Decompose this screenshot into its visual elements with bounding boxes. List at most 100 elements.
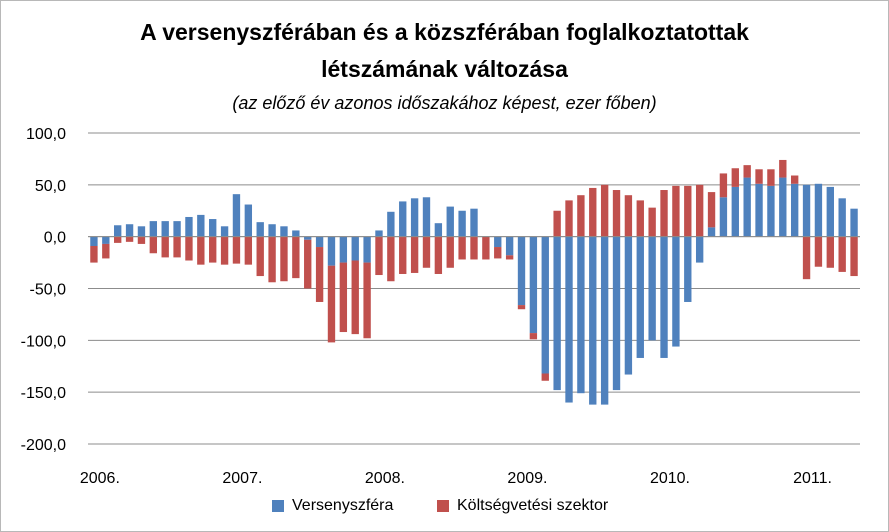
bar-koltsegvetesi-szektor [802, 236, 811, 280]
bar-versenyszfera [636, 236, 644, 358]
bar-versenyszfera [209, 219, 217, 237]
legend-swatch-versenyszfera [272, 500, 284, 512]
bar-versenyszfera [149, 221, 158, 237]
bar-versenyszfera [494, 236, 502, 248]
bar-koltsegvetesi-szektor [363, 262, 371, 339]
bar-koltsegvetesi-szektor [600, 184, 609, 237]
bar-versenyszfera [351, 236, 359, 261]
bar-koltsegvetesi-szektor [292, 236, 300, 279]
y-tick-label: -200,0 [21, 437, 66, 454]
bar-koltsegvetesi-szektor [624, 195, 633, 237]
bar-koltsegvetesi-szektor [375, 236, 383, 276]
x-tick-label: 2007. [222, 470, 262, 487]
bar-koltsegvetesi-szektor [517, 305, 526, 310]
bar-versenyszfera [707, 227, 716, 237]
bar-versenyszfera [505, 236, 514, 256]
bar-koltsegvetesi-szektor [197, 236, 205, 265]
x-tick-label: 2006. [80, 470, 120, 487]
bar-koltsegvetesi-szektor [339, 262, 348, 333]
bar-versenyszfera [838, 198, 846, 237]
bar-koltsegvetesi-szektor [422, 236, 431, 268]
bar-versenyszfera [672, 236, 680, 347]
legend-label-versenyszfera: Versenyszféra [292, 497, 394, 514]
bar-versenyszfera [292, 230, 300, 237]
bar-versenyszfera [244, 204, 253, 237]
chart-subtitle: (az előző év azonos időszakához képest, … [232, 93, 657, 113]
bar-versenyszfera [102, 236, 110, 244]
bar-versenyszfera [232, 194, 241, 237]
bar-versenyszfera [648, 236, 656, 341]
bar-versenyszfera [90, 236, 98, 246]
bar-versenyszfera [327, 236, 336, 266]
bar-versenyszfera [446, 206, 454, 237]
bar-versenyszfera [387, 211, 395, 237]
bar-koltsegvetesi-szektor [612, 190, 621, 237]
bar-versenyszfera [185, 216, 193, 237]
bar-versenyszfera [767, 185, 775, 237]
chart-title-line-2: létszámának változása [321, 56, 568, 82]
bar-versenyszfera [779, 177, 787, 237]
bar-koltsegvetesi-szektor [755, 169, 763, 184]
bar-versenyszfera [541, 236, 549, 374]
bar-koltsegvetesi-szektor [268, 236, 276, 283]
bar-koltsegvetesi-szektor [505, 255, 514, 260]
bar-koltsegvetesi-szektor [387, 236, 395, 282]
bar-versenyszfera [173, 221, 181, 237]
bar-koltsegvetesi-szektor [529, 333, 538, 340]
bar-versenyszfera [280, 226, 288, 237]
bar-versenyszfera [731, 186, 739, 237]
bar-koltsegvetesi-szektor [684, 185, 692, 237]
bar-koltsegvetesi-szektor [244, 236, 253, 265]
bar-koltsegvetesi-szektor [470, 236, 478, 260]
bar-koltsegvetesi-szektor [790, 175, 799, 184]
bar-versenyszfera [850, 208, 858, 237]
bar-koltsegvetesi-szektor [565, 200, 573, 237]
legend-item-koltsegvetesi-szektor: Költségvetési szektor [437, 497, 608, 515]
bar-versenyszfera [114, 225, 122, 237]
bar-versenyszfera [339, 236, 348, 263]
bar-versenyszfera [125, 224, 134, 237]
y-tick-label: 0,0 [44, 230, 66, 247]
bar-koltsegvetesi-szektor [482, 236, 490, 260]
bar-versenyszfera [529, 236, 538, 334]
bar-koltsegvetesi-szektor [719, 173, 728, 198]
bar-koltsegvetesi-szektor [125, 236, 134, 242]
bar-versenyszfera [743, 177, 751, 237]
bar-versenyszfera [719, 197, 728, 237]
bar-versenyszfera [826, 186, 834, 237]
bar-versenyszfera [755, 183, 763, 237]
bar-koltsegvetesi-szektor [695, 184, 704, 237]
bar-versenyszfera [197, 214, 205, 237]
bar-versenyszfera [565, 236, 573, 403]
bar-koltsegvetesi-szektor [434, 236, 443, 274]
bar-koltsegvetesi-szektor [137, 236, 146, 244]
bar-koltsegvetesi-szektor [850, 236, 858, 277]
bar-koltsegvetesi-szektor [161, 236, 169, 258]
y-tick-label: -150,0 [21, 385, 66, 402]
bar-koltsegvetesi-szektor [315, 247, 324, 302]
y-tick-label: 50,0 [35, 178, 66, 195]
bar-koltsegvetesi-szektor [541, 373, 549, 381]
bar-koltsegvetesi-szektor [304, 239, 312, 289]
bar-versenyszfera [802, 184, 811, 237]
bar-koltsegvetesi-szektor [149, 236, 158, 254]
bar-koltsegvetesi-szektor [232, 236, 241, 264]
bar-koltsegvetesi-szektor [636, 200, 644, 237]
bar-versenyszfera [589, 236, 597, 405]
bar-koltsegvetesi-szektor [114, 236, 122, 243]
bar-versenyszfera [220, 226, 229, 237]
bar-koltsegvetesi-szektor [351, 260, 359, 335]
bar-koltsegvetesi-szektor [826, 236, 834, 268]
x-tick-label: 2010. [650, 470, 690, 487]
bar-koltsegvetesi-szektor [779, 159, 787, 178]
chart-legend: Versenyszféra Költségvetési szektor [0, 497, 889, 521]
bar-versenyszfera [660, 236, 668, 358]
bar-versenyszfera [256, 222, 264, 237]
bar-versenyszfera [600, 236, 609, 405]
bar-koltsegvetesi-szektor [648, 207, 656, 237]
bar-versenyszfera [624, 236, 633, 375]
bar-versenyszfera [470, 208, 478, 237]
bar-koltsegvetesi-szektor [185, 236, 193, 261]
bar-koltsegvetesi-szektor [220, 236, 229, 265]
